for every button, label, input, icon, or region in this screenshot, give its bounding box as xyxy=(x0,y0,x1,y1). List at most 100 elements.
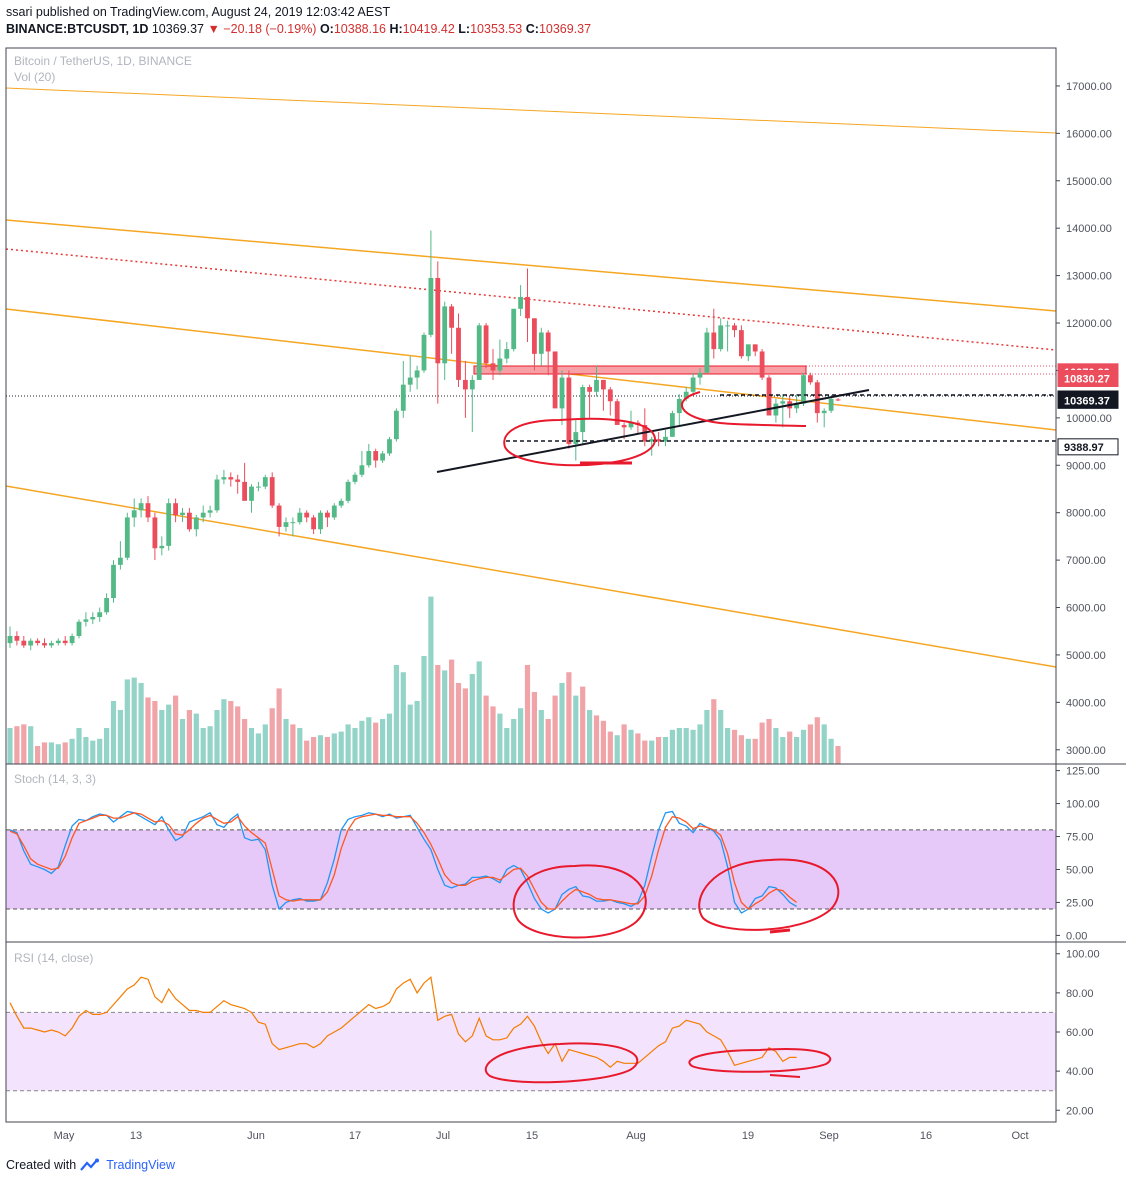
candle xyxy=(732,323,737,338)
candle-body xyxy=(518,296,523,309)
price-label-text: 10369.37 xyxy=(1064,395,1110,407)
candle-body xyxy=(469,379,475,390)
candle-body xyxy=(407,377,413,385)
candle-body xyxy=(476,325,482,380)
stoch-indicator xyxy=(9,810,797,914)
volume-bar xyxy=(745,738,751,764)
volume-bar xyxy=(166,704,172,764)
stoch-tick-label: 50.00 xyxy=(1066,864,1094,876)
candle-body xyxy=(331,505,337,518)
volume-bar xyxy=(283,719,289,764)
candle-body xyxy=(663,436,668,442)
candle xyxy=(400,360,406,418)
candle xyxy=(663,429,668,447)
candle xyxy=(801,372,806,406)
volume-bar xyxy=(628,729,634,764)
volume-bar xyxy=(773,728,779,764)
candle-body xyxy=(124,517,130,558)
volume-bar xyxy=(248,728,255,764)
volume-bar xyxy=(752,738,758,764)
candle-body xyxy=(690,377,696,392)
volume-bar xyxy=(518,708,524,764)
candle-body xyxy=(297,512,303,523)
tradingview-logo-icon xyxy=(80,1158,100,1171)
stoch-band xyxy=(6,829,1056,910)
candle-body xyxy=(414,370,420,378)
price-tick-label: 3000.00 xyxy=(1066,745,1106,757)
volume-bar xyxy=(152,701,158,764)
candle xyxy=(138,498,144,518)
candle xyxy=(83,612,89,627)
volume-bar xyxy=(455,683,462,764)
volume-bar xyxy=(173,695,179,764)
price-axis-label: 10369.37 xyxy=(1057,391,1119,409)
candle xyxy=(821,408,827,428)
candle xyxy=(97,607,103,622)
candle xyxy=(414,365,420,390)
candle xyxy=(228,472,234,487)
candle-body xyxy=(138,503,144,511)
candle-body xyxy=(249,486,254,501)
candle-body xyxy=(456,327,461,380)
volume-bar xyxy=(255,733,261,764)
volume-bar xyxy=(200,728,206,764)
candle-body xyxy=(111,564,116,599)
candle xyxy=(718,318,724,352)
candle-body xyxy=(835,399,841,401)
footer: Created with TradingView xyxy=(6,1158,175,1172)
price-axis-label: 10830.27 xyxy=(1057,369,1119,387)
candle xyxy=(269,472,275,508)
stoch-tick-label: 125.00 xyxy=(1066,766,1100,778)
volume-bar xyxy=(104,728,110,764)
volume-bar xyxy=(593,715,600,764)
candle xyxy=(283,517,289,532)
candle-body xyxy=(442,306,448,364)
publish-line: ssari published on TradingView.com, Augu… xyxy=(6,4,591,21)
volume-bar xyxy=(262,724,268,764)
candlestick-series xyxy=(7,230,841,651)
candle-body xyxy=(538,332,544,354)
candle-body xyxy=(207,510,213,513)
candle xyxy=(435,261,441,404)
candle-body xyxy=(394,410,399,440)
volume-bar xyxy=(731,729,738,764)
volume-bar xyxy=(276,688,282,764)
volume-bar xyxy=(642,740,648,764)
publisher-name[interactable]: ssari xyxy=(6,5,33,19)
volume-bar xyxy=(386,713,393,764)
time-tick-label: 19 xyxy=(742,1130,754,1142)
candle xyxy=(463,360,468,418)
volume-bar xyxy=(214,710,220,764)
volume-bar xyxy=(462,688,468,764)
candle-body xyxy=(42,643,47,646)
candle-body xyxy=(759,351,765,378)
candle-body xyxy=(180,512,185,516)
price-tick-label: 14000.00 xyxy=(1066,223,1112,235)
candle-body xyxy=(83,619,89,622)
candle-body xyxy=(55,640,61,644)
time-tick-label: May xyxy=(54,1130,75,1142)
candle xyxy=(490,349,496,380)
candle-body xyxy=(283,522,289,527)
volume-bar xyxy=(607,731,613,764)
price-label-box xyxy=(1057,391,1119,409)
stoch-tick-label: 0.00 xyxy=(1066,930,1087,942)
candle-body xyxy=(497,358,503,371)
volume-bar xyxy=(807,724,813,764)
low-value: 10353.53 xyxy=(470,22,523,36)
volume-bar xyxy=(393,665,399,764)
volume-bar xyxy=(538,710,544,764)
candle xyxy=(828,396,834,414)
volume-bar xyxy=(476,661,482,764)
annotation-circle xyxy=(484,1042,639,1084)
candle-body xyxy=(697,372,703,378)
high-value: 10419.42 xyxy=(402,22,455,36)
candle xyxy=(456,313,461,388)
candle-body xyxy=(580,387,586,433)
volume-bar xyxy=(676,728,682,764)
tradingview-brand[interactable]: TradingView xyxy=(106,1158,175,1172)
rsi-tick-label: 80.00 xyxy=(1066,988,1094,1000)
candle-body xyxy=(566,377,572,444)
volume-bar xyxy=(435,665,441,764)
